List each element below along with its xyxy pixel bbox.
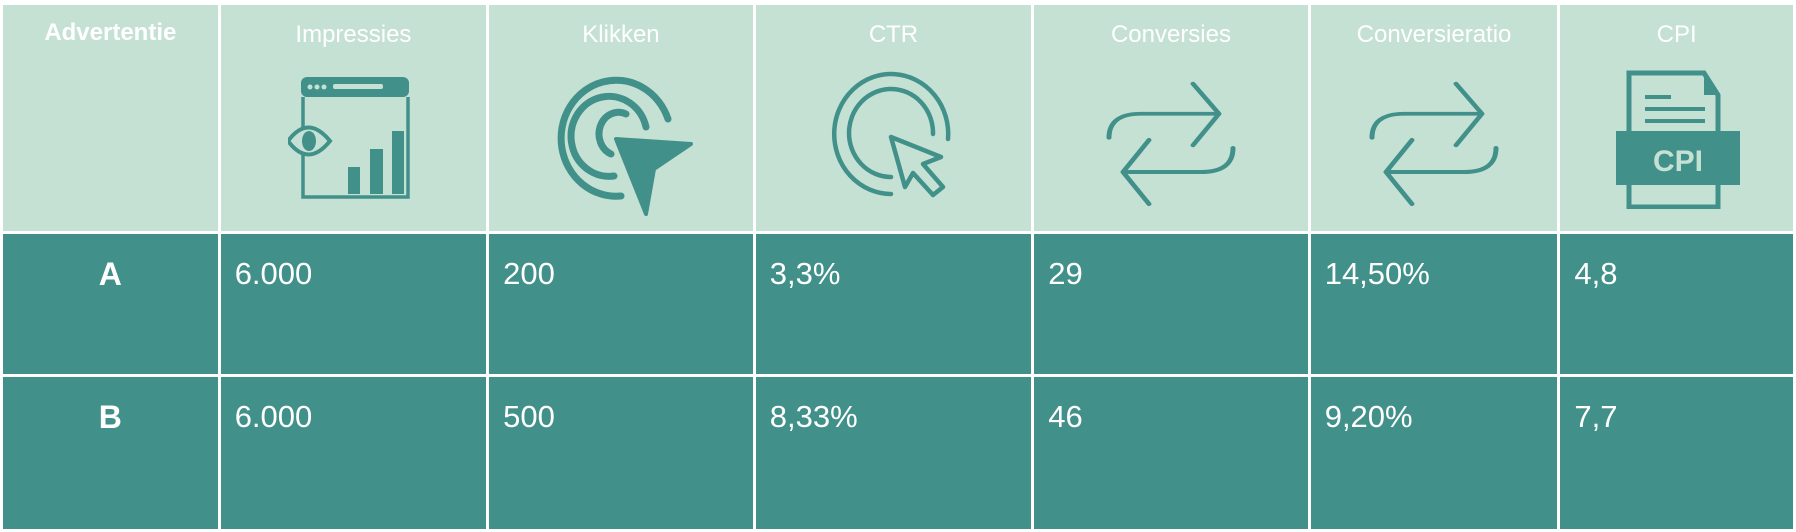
repeat-arrows-icon <box>1106 81 1236 207</box>
cell-ctr: 8,33% <box>752 374 1035 532</box>
header-cpi: CPI CPI <box>1557 2 1796 234</box>
cell-advertentie: B <box>0 374 221 532</box>
table-row: A 6.000 200 3,3% 29 14,50% 4,8 <box>0 231 1796 377</box>
cursor-click-icon <box>832 71 951 198</box>
cell-conversies: 46 <box>1031 374 1311 532</box>
cell-advertentie: A <box>0 231 221 377</box>
table-row: B 6.000 500 8,33% 46 9,20% 7,7 <box>0 374 1796 532</box>
header-advertentie: Advertentie <box>0 2 221 234</box>
click-pointer-icon <box>557 76 693 216</box>
browser-eye-chart-icon <box>288 77 411 199</box>
cell-conversieratio: 9,20% <box>1307 374 1561 532</box>
cpi-file-icon: CPI <box>1615 70 1740 209</box>
repeat-arrows-icon <box>1369 81 1499 207</box>
cell-cpi: 7,7 <box>1557 374 1796 532</box>
header-row: Advertentie Impressies Klikken <box>0 2 1796 234</box>
header-ctr: CTR <box>752 2 1035 234</box>
header-conversies: Conversies <box>1031 2 1311 234</box>
cell-impressies: 6.000 <box>217 231 490 377</box>
cell-conversies: 29 <box>1031 231 1311 377</box>
cell-cpi: 4,8 <box>1557 231 1796 377</box>
header-klikken: Klikken <box>486 2 756 234</box>
header-conversieratio: Conversieratio <box>1307 2 1561 234</box>
header-impressies: Impressies <box>217 2 490 234</box>
cell-impressies: 6.000 <box>217 374 490 532</box>
cell-conversieratio: 14,50% <box>1307 231 1561 377</box>
cell-klikken: 200 <box>486 231 756 377</box>
cell-ctr: 3,3% <box>752 231 1035 377</box>
cell-klikken: 500 <box>486 374 756 532</box>
cpi-icon-text: CPI <box>1653 145 1703 178</box>
